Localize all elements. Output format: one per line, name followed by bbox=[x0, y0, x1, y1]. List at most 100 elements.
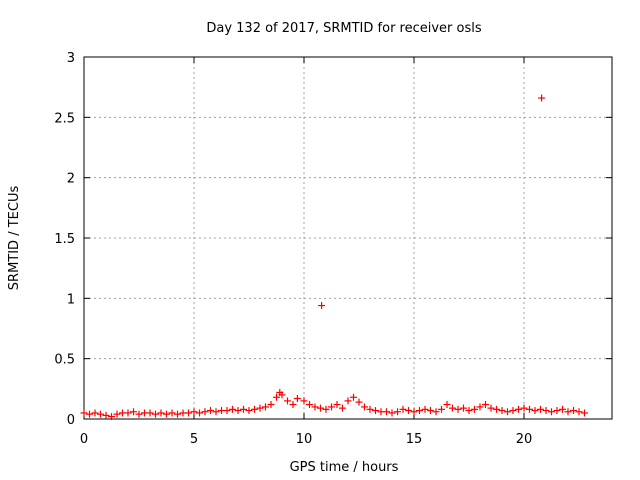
data-point bbox=[234, 407, 242, 415]
data-point bbox=[416, 407, 423, 415]
data-point bbox=[350, 393, 357, 401]
data-point bbox=[212, 408, 220, 416]
data-point bbox=[251, 405, 258, 413]
data-point bbox=[185, 409, 192, 417]
data-point bbox=[318, 302, 326, 310]
data-point bbox=[438, 405, 445, 413]
data-point bbox=[581, 409, 588, 417]
y-tick-label: 1 bbox=[67, 292, 75, 307]
data-point bbox=[504, 408, 511, 416]
data-point bbox=[427, 407, 434, 415]
data-point bbox=[394, 408, 401, 416]
data-point bbox=[245, 407, 253, 415]
x-tick-label: 15 bbox=[406, 432, 423, 447]
data-point bbox=[465, 407, 473, 415]
data-point bbox=[575, 408, 583, 416]
data-point bbox=[201, 408, 209, 416]
data-point bbox=[548, 408, 555, 416]
data-point bbox=[135, 410, 143, 418]
data-point bbox=[240, 405, 247, 413]
data-point bbox=[476, 403, 484, 411]
data-point bbox=[311, 403, 319, 411]
data-point bbox=[399, 405, 407, 413]
data-point bbox=[564, 408, 572, 416]
data-point bbox=[526, 405, 533, 413]
data-point bbox=[498, 407, 506, 415]
data-point bbox=[108, 413, 115, 421]
data-point bbox=[443, 401, 451, 409]
data-point bbox=[289, 401, 297, 409]
data-point bbox=[454, 405, 462, 413]
data-point bbox=[229, 405, 236, 413]
data-point bbox=[520, 404, 528, 412]
data-point bbox=[113, 410, 121, 418]
data-point bbox=[531, 407, 539, 415]
data-point bbox=[207, 407, 214, 415]
data-point bbox=[102, 411, 110, 419]
data-point bbox=[196, 409, 203, 417]
x-tick-label: 20 bbox=[516, 432, 533, 447]
data-point bbox=[449, 404, 456, 412]
data-point bbox=[130, 408, 137, 416]
data-point bbox=[410, 408, 418, 416]
data-point bbox=[538, 94, 546, 102]
data-point bbox=[278, 391, 286, 399]
data-point bbox=[322, 405, 330, 413]
y-tick-label: 1.5 bbox=[54, 232, 75, 247]
data-point bbox=[157, 409, 165, 417]
data-point bbox=[372, 407, 379, 415]
data-point bbox=[317, 404, 324, 412]
data-point bbox=[421, 405, 429, 413]
data-point bbox=[80, 409, 88, 417]
data-point bbox=[537, 405, 544, 413]
x-tick-label: 10 bbox=[296, 432, 313, 447]
y-tick-label: 3 bbox=[67, 51, 75, 66]
data-point bbox=[405, 407, 412, 415]
data-point bbox=[262, 403, 269, 411]
data-point bbox=[273, 393, 280, 401]
data-point bbox=[284, 397, 291, 405]
data-point bbox=[344, 397, 352, 405]
data-point bbox=[471, 405, 478, 413]
data-point bbox=[493, 405, 500, 413]
data-point bbox=[432, 408, 440, 416]
data-point bbox=[124, 409, 132, 417]
data-point bbox=[553, 407, 561, 415]
data-points bbox=[80, 94, 588, 421]
data-point bbox=[487, 404, 495, 412]
data-point bbox=[91, 409, 99, 417]
data-point bbox=[306, 401, 313, 409]
data-point bbox=[542, 407, 550, 415]
y-tick-label: 2.5 bbox=[54, 111, 75, 126]
data-point bbox=[361, 403, 368, 411]
data-point bbox=[355, 398, 363, 406]
data-point bbox=[174, 410, 181, 418]
data-point bbox=[559, 405, 566, 413]
y-tick-label: 0 bbox=[67, 413, 75, 428]
data-point bbox=[570, 407, 577, 415]
y-axis-label: SRMTID / TECUs bbox=[7, 186, 22, 291]
data-point bbox=[163, 410, 170, 418]
data-point bbox=[86, 410, 93, 418]
data-point bbox=[328, 403, 335, 411]
data-point bbox=[366, 405, 374, 413]
data-point bbox=[146, 409, 154, 417]
data-point bbox=[388, 409, 396, 417]
y-tick-label: 2 bbox=[67, 172, 75, 187]
chart-title: Day 132 of 2017, SRMTID for receiver osl… bbox=[206, 21, 482, 36]
data-point bbox=[223, 407, 231, 415]
x-axis-label: GPS time / hours bbox=[290, 460, 399, 475]
data-point bbox=[97, 410, 104, 418]
data-point bbox=[515, 405, 522, 413]
data-point bbox=[152, 410, 159, 418]
x-tick-label: 0 bbox=[80, 432, 88, 447]
axis-ticks: 0 0.5 1 1.5 2 2.5 3 0 5 10 15 20 bbox=[54, 51, 612, 447]
data-point bbox=[333, 401, 341, 409]
data-point bbox=[168, 409, 176, 417]
data-point bbox=[339, 404, 346, 412]
data-point bbox=[300, 397, 308, 405]
data-point bbox=[293, 394, 301, 402]
y-tick-label: 0.5 bbox=[54, 353, 75, 368]
data-point bbox=[383, 408, 390, 416]
